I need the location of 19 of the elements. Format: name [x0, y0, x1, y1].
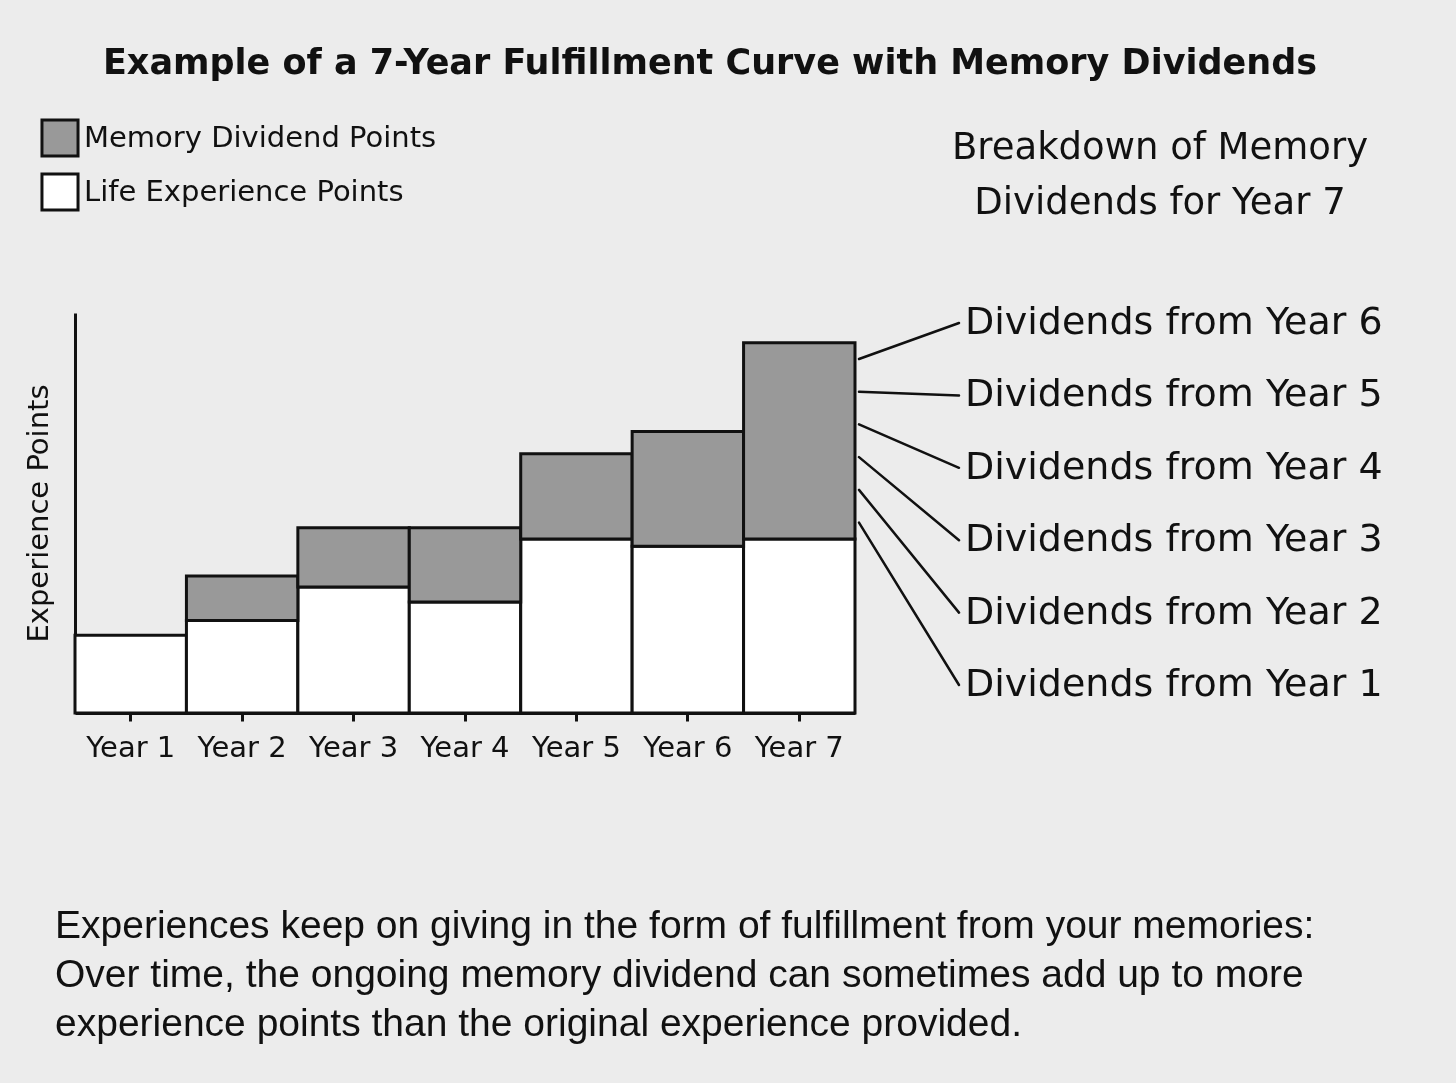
- x-tick-label: Year 2: [196, 729, 287, 764]
- text: Dividends from Year 4: [965, 443, 1383, 488]
- x-tick-label: Year 1: [85, 729, 176, 764]
- x-tick-label: Year 7: [753, 729, 844, 764]
- text: Experiences keep on giving in the form of fulfillment from your memories: Over time, the ongoing memory dividend can sometimes add up to more experience points than the original experience provided.: [55, 903, 1315, 1044]
- chart-title: Example of a 7-Year Fulfillment Curve with Memory Dividends: [102, 42, 1318, 82]
- text: Dividends from Year 1: [965, 661, 1383, 705]
- legend-label: Life Experience Points: [84, 174, 404, 208]
- text: Dividends from Year 2: [965, 588, 1383, 633]
- text: Dividends from Year 5: [965, 371, 1383, 416]
- x-tick-label: Year 3: [308, 729, 399, 764]
- text: Dividends from Year 6: [965, 299, 1383, 343]
- legend-label: Memory Dividend Points: [84, 120, 437, 154]
- x-tick-label: Year 4: [419, 729, 510, 764]
- text: Breakdown of Memory Dividends for Year 7: [951, 125, 1369, 223]
- x-tick-label: Year 5: [530, 729, 621, 764]
- x-tick-label: Year 6: [642, 729, 733, 764]
- text: Dividends from Year 3: [965, 516, 1383, 561]
- y-axis-title: Experience Points: [20, 384, 55, 643]
